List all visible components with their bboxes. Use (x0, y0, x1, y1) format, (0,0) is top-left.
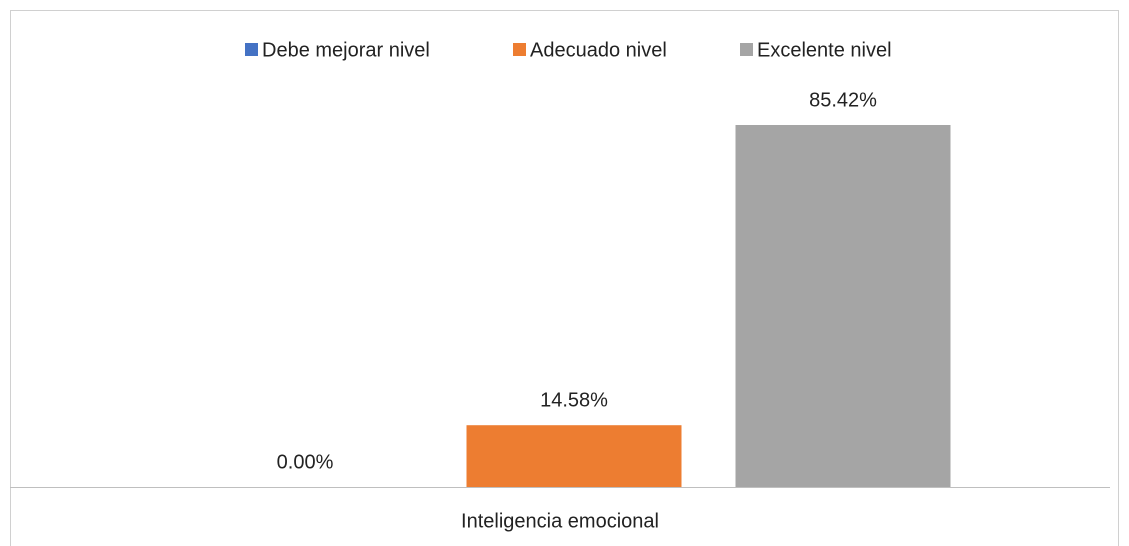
data-label: 0.00% (277, 451, 334, 473)
bar (466, 425, 682, 487)
legend-label: Adecuado nivel (530, 39, 667, 61)
legend-label: Excelente nivel (757, 39, 892, 61)
legend-swatch (245, 43, 258, 56)
legend-swatch (740, 43, 753, 56)
data-label: 85.42% (809, 89, 877, 111)
chart-frame (10, 10, 1119, 546)
data-label: 14.58% (540, 389, 608, 411)
x-tick-label: Inteligencia emocional (461, 510, 659, 532)
legend-swatch (513, 43, 526, 56)
bar (735, 125, 951, 487)
legend-label: Debe mejorar nivel (262, 39, 430, 61)
